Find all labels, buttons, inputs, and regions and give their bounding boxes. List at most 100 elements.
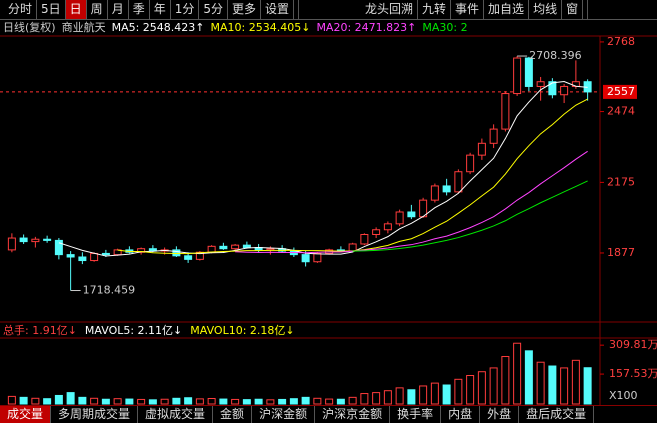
candle-body bbox=[513, 57, 522, 95]
volume-bar bbox=[325, 398, 334, 405]
volume-bar bbox=[407, 389, 416, 405]
volume-bar bbox=[301, 396, 310, 405]
volume-bar bbox=[442, 384, 451, 405]
indicator-tab[interactable]: 金额 bbox=[213, 406, 253, 423]
y-tick-label: 2474 bbox=[607, 105, 635, 118]
volume-bar bbox=[254, 398, 263, 405]
volume-bar bbox=[113, 398, 122, 405]
toolbar-button[interactable]: 设置 bbox=[261, 0, 295, 19]
toolbar-button[interactable]: 更多 bbox=[228, 0, 262, 19]
candle-body bbox=[442, 185, 451, 193]
candle-body bbox=[360, 233, 369, 245]
candle-body bbox=[383, 223, 392, 231]
indicator-tab[interactable]: 盘后成交量 bbox=[519, 406, 595, 423]
candle-body bbox=[219, 245, 228, 250]
volume-bar bbox=[560, 367, 569, 405]
volume-bar bbox=[184, 397, 193, 405]
candle-body bbox=[231, 244, 240, 250]
legend-reading: : 2 bbox=[453, 21, 467, 34]
candle-body bbox=[7, 237, 16, 251]
indicator-tab[interactable]: 内盘 bbox=[441, 406, 481, 423]
toolbar-button[interactable]: 九转 bbox=[418, 0, 452, 19]
candle-body bbox=[266, 248, 275, 251]
volume-bar bbox=[231, 398, 240, 405]
toolbar-button[interactable]: 加自选 bbox=[484, 0, 530, 19]
toolbar-button[interactable]: 季 bbox=[129, 0, 150, 19]
candle-body bbox=[54, 239, 63, 256]
max-label: 2708.396 bbox=[529, 49, 582, 62]
toolbar-button[interactable]: 龙头回溯 bbox=[361, 0, 419, 19]
toolbar-button[interactable]: 5日 bbox=[37, 0, 66, 19]
legend-name: MA10 bbox=[211, 21, 242, 34]
legend-reading: : 2548.423↑ bbox=[136, 21, 205, 34]
volume-bar bbox=[172, 397, 181, 405]
volume-bar bbox=[336, 398, 345, 405]
volume-bar bbox=[7, 395, 16, 405]
volume-bar bbox=[66, 392, 75, 405]
candle-body bbox=[501, 93, 510, 130]
indicator-tab[interactable]: 成交量 bbox=[0, 406, 52, 423]
volume-bar bbox=[536, 361, 545, 405]
candle-body bbox=[184, 255, 193, 260]
toolbar-button[interactable]: 5分 bbox=[199, 0, 229, 19]
candle-body bbox=[78, 256, 87, 262]
candle-body bbox=[348, 243, 357, 252]
volume-bar bbox=[137, 398, 146, 405]
indicator-tab[interactable]: 多周期成交量 bbox=[51, 406, 139, 423]
volume-bar bbox=[583, 367, 592, 405]
indicator-tab[interactable]: 沪深京金额 bbox=[315, 406, 391, 423]
toolbar-button[interactable]: 事件 bbox=[451, 0, 485, 19]
candle-body bbox=[31, 238, 40, 243]
indicator-tab[interactable]: 换手率 bbox=[390, 406, 442, 423]
candle-body bbox=[207, 245, 216, 253]
min-label: 1718.459 bbox=[83, 284, 136, 297]
volume-bar bbox=[372, 392, 381, 405]
indicator-tabs: 成交量 多周期成交量 虚拟成交量 金额 沪深金额 沪深京金额 换手率 内盘 外盘 盘后成交量 bbox=[0, 405, 657, 423]
candle-body bbox=[172, 249, 181, 257]
volume-tick-label: 157.53万 bbox=[609, 367, 657, 380]
toolbar-button[interactable]: 年 bbox=[150, 0, 171, 19]
volume-bar bbox=[513, 342, 522, 405]
candle-body bbox=[489, 128, 498, 144]
volume-bar bbox=[278, 398, 287, 405]
volume-bar bbox=[430, 382, 439, 405]
volume-bar bbox=[383, 390, 392, 405]
toolbar-button[interactable]: 窗 bbox=[562, 0, 584, 19]
ma-line bbox=[117, 98, 588, 255]
indicator-tab[interactable]: 虚拟成交量 bbox=[138, 406, 214, 423]
volume-bar bbox=[313, 397, 322, 405]
toolbar-button[interactable]: 周 bbox=[87, 0, 108, 19]
ma-line bbox=[235, 150, 588, 254]
volume-bar bbox=[524, 350, 533, 405]
symbol-name: 商业航天 bbox=[62, 20, 106, 34]
last-price-box bbox=[603, 84, 637, 99]
volume-tick-label: 309.81万 bbox=[609, 338, 657, 351]
volume-bar bbox=[19, 396, 28, 405]
legend-name: MA30 bbox=[422, 21, 453, 34]
y-tick-label: 2175 bbox=[607, 175, 635, 188]
toolbar-button[interactable]: 1分 bbox=[171, 0, 200, 19]
toolbar-button[interactable]: 日 bbox=[65, 0, 87, 19]
indicator-tab[interactable]: 沪深金额 bbox=[252, 406, 316, 423]
legend-reading: : 2471.823↑ bbox=[347, 21, 416, 34]
candle-body bbox=[477, 142, 486, 156]
volume-bar bbox=[266, 399, 275, 405]
candle-body bbox=[43, 238, 52, 241]
volume-bar bbox=[289, 398, 298, 405]
volume-bar bbox=[489, 367, 498, 405]
toolbar-button[interactable]: 分时 bbox=[4, 0, 38, 19]
volume-bar bbox=[419, 385, 428, 405]
volume-bar bbox=[160, 398, 169, 405]
y-tick-label: 1877 bbox=[607, 246, 635, 259]
indicator-tab[interactable]: 外盘 bbox=[480, 406, 520, 423]
candle-body bbox=[548, 81, 557, 96]
candle-body bbox=[90, 252, 99, 262]
toolbar-button[interactable]: 均线 bbox=[529, 0, 563, 19]
candle-body bbox=[430, 185, 439, 201]
candle-body bbox=[395, 211, 404, 225]
toolbar-button[interactable]: 月 bbox=[108, 0, 129, 19]
ma-line bbox=[58, 80, 588, 257]
volume-bar bbox=[395, 387, 404, 405]
volume-unit: X100 bbox=[609, 389, 638, 402]
